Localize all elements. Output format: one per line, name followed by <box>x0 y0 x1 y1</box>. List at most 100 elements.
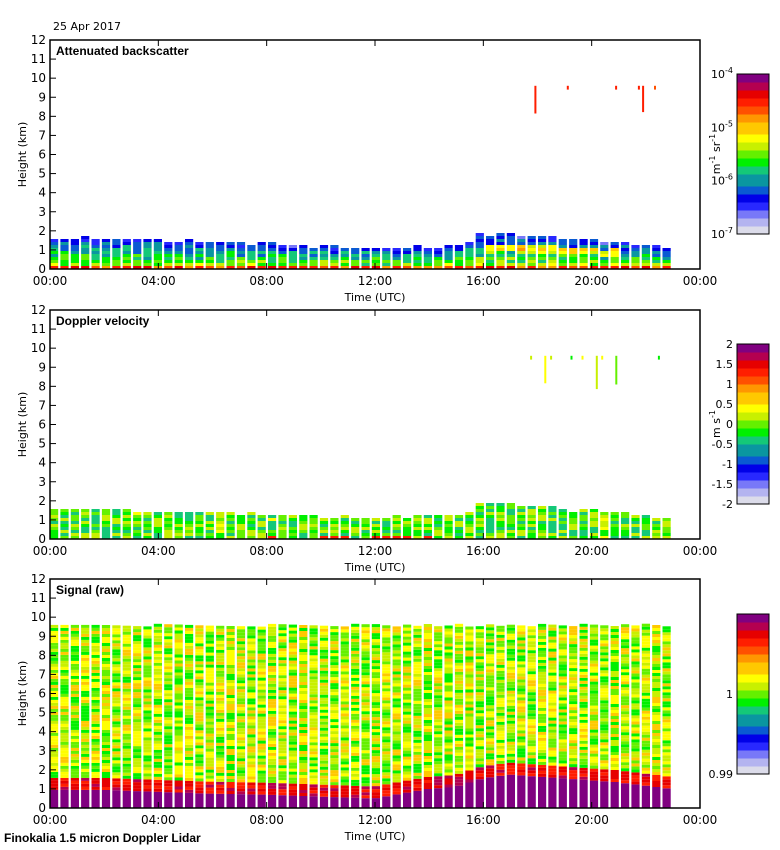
heatmap-cell <box>475 650 484 654</box>
x-tick-label: 00:00 <box>33 544 68 558</box>
heatmap-cell <box>662 518 671 521</box>
heatmap-cell <box>652 769 661 772</box>
heatmap-cell <box>392 662 401 666</box>
heatmap-cell <box>434 773 443 777</box>
heatmap-cell <box>527 677 536 681</box>
y-tick-label: 1 <box>38 782 46 796</box>
heatmap-cell <box>538 647 547 651</box>
heatmap-cell <box>621 777 630 781</box>
heatmap-cell <box>216 524 225 527</box>
heatmap-cell <box>268 689 277 693</box>
heatmap-cell <box>631 715 640 719</box>
heatmap-cell <box>558 655 567 659</box>
heatmap-cell <box>662 710 671 714</box>
heatmap-cell <box>527 533 536 536</box>
heatmap-cell <box>257 515 266 518</box>
heatmap-cell <box>351 647 360 651</box>
heatmap-cell <box>454 698 464 702</box>
heatmap-cell <box>444 661 453 665</box>
colorbar-swatch <box>737 380 769 385</box>
heatmap-cell <box>70 248 79 251</box>
heatmap-cell <box>538 674 547 678</box>
heatmap-cell <box>153 683 162 687</box>
heatmap-cell <box>382 655 391 659</box>
heatmap-cell <box>205 784 214 788</box>
heatmap-cell <box>133 758 142 762</box>
heatmap-cell <box>465 512 474 515</box>
heatmap-cell <box>247 674 256 678</box>
heatmap-cell <box>392 698 401 702</box>
heatmap-cell <box>112 751 121 755</box>
heatmap-cell <box>133 680 142 684</box>
heatmap-cell <box>569 686 578 690</box>
heatmap-cell <box>50 762 59 766</box>
heatmap-cell <box>454 653 464 657</box>
heatmap-cell <box>91 693 100 697</box>
heatmap-cell <box>133 518 142 521</box>
heatmap-cell <box>548 729 557 733</box>
heatmap-cell <box>496 685 505 689</box>
heatmap-cell <box>434 767 443 771</box>
heatmap-cell <box>403 765 412 769</box>
heatmap-cell <box>330 713 339 717</box>
heatmap-cell <box>268 266 277 269</box>
heatmap-cell <box>413 778 422 782</box>
heatmap-cell <box>122 766 131 770</box>
heatmap-cell <box>465 644 474 648</box>
heatmap-cell <box>340 764 349 768</box>
heatmap-cell <box>330 665 339 669</box>
heatmap-cell <box>413 658 422 662</box>
heatmap-cell <box>475 752 484 756</box>
heatmap-cell <box>361 678 370 682</box>
heatmap-cell <box>112 625 121 629</box>
heatmap-cell <box>403 260 412 263</box>
heatmap-cell <box>133 689 142 693</box>
heatmap-cell <box>527 515 536 518</box>
heatmap-cell <box>548 693 557 697</box>
heatmap-cell <box>205 245 214 248</box>
heatmap-cell <box>454 773 464 777</box>
heatmap-cell <box>91 509 100 512</box>
heatmap-cell <box>392 686 401 690</box>
heatmap-cell <box>392 659 401 663</box>
heatmap-cell <box>527 689 536 693</box>
heatmap-cell <box>50 696 59 700</box>
heatmap-cell <box>517 527 526 530</box>
heatmap-cell <box>434 515 443 518</box>
heatmap-cell <box>361 690 370 694</box>
heatmap-cell <box>81 645 90 649</box>
heatmap-cell <box>423 711 432 714</box>
heatmap-cell <box>579 767 588 771</box>
heatmap-cell <box>631 772 640 776</box>
heatmap-cell <box>340 689 349 693</box>
heatmap-cell <box>527 650 536 654</box>
heatmap-cell <box>122 730 131 734</box>
heatmap-cell <box>216 775 225 779</box>
heatmap-cell <box>434 626 443 630</box>
colorbar-swatch <box>737 646 769 651</box>
heatmap-cell <box>278 533 287 536</box>
heatmap-cell <box>278 756 287 760</box>
heatmap-cell <box>112 248 121 251</box>
heatmap-cell <box>600 721 609 725</box>
heatmap-cell <box>434 701 443 705</box>
heatmap-cell <box>205 709 214 713</box>
heatmap-cell <box>569 638 578 642</box>
heatmap-cell <box>299 769 308 772</box>
heatmap-cell <box>631 263 640 266</box>
heatmap-cell <box>351 644 360 648</box>
heatmap-cell <box>589 239 599 242</box>
heatmap-cell <box>652 679 661 682</box>
heatmap-cell <box>340 779 349 783</box>
heatmap-cell <box>579 692 588 696</box>
heatmap-cell <box>423 666 432 669</box>
heatmap-cell <box>423 254 432 257</box>
heatmap-cell <box>185 263 194 266</box>
cirrus-streak <box>657 355 660 360</box>
heatmap-cell <box>143 689 152 693</box>
heatmap-cell <box>548 771 557 775</box>
heatmap-cell <box>60 720 69 724</box>
heatmap-cell <box>569 659 578 663</box>
heatmap-cell <box>133 707 142 711</box>
heatmap-cell <box>382 733 391 737</box>
